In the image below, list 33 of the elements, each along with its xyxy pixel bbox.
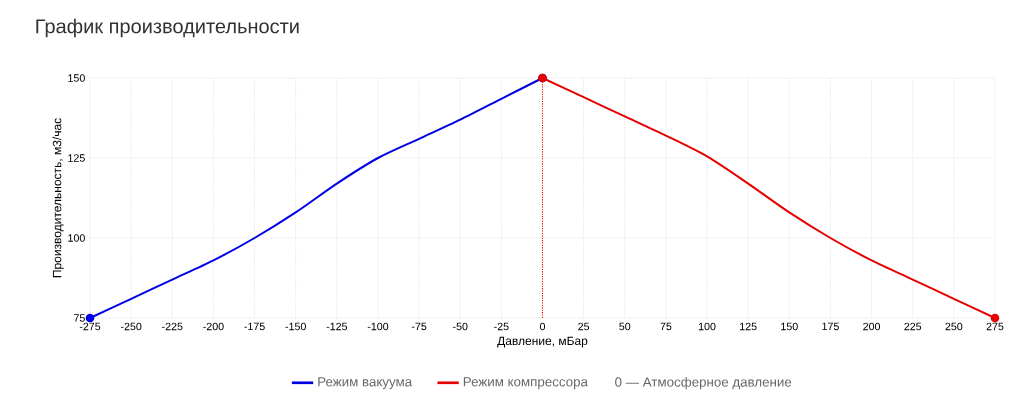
x-tick-label: 100 (698, 322, 716, 331)
text: 0 — Атмосферное давление (615, 376, 792, 390)
x-tick-label: -50 (453, 322, 468, 331)
x-tick-label: -75 (411, 322, 427, 331)
y-tick-label: 75 (73, 314, 85, 322)
x-tick-label: -25 (494, 322, 509, 331)
x-tick-label: 50 (619, 322, 631, 331)
x-tick-label: -275 (79, 322, 101, 331)
x-tick-label: -250 (120, 322, 142, 331)
x-tick-label: 25 (578, 322, 590, 331)
x-tick-label: 175 (822, 322, 839, 331)
y-axis-title: Производительность, м3/час (52, 118, 64, 278)
x-tick-label: 125 (740, 322, 757, 331)
x-tick-label: -225 (162, 322, 183, 331)
x-tick-label: 250 (945, 322, 963, 331)
x-tick-label: 75 (660, 322, 672, 331)
chart-title: График производительности (36, 18, 299, 38)
x-tick-label: -150 (285, 322, 306, 331)
x-tick-label: -200 (203, 322, 224, 331)
x-tick-label: -100 (367, 322, 389, 331)
x-tick-label: 150 (781, 322, 798, 331)
y-tick-label: 100 (68, 234, 85, 242)
x-tick-label: 225 (904, 322, 922, 331)
legend-label: Режим вакуума (318, 377, 413, 390)
x-tick-label: 200 (863, 322, 881, 331)
y-tick-label: 125 (68, 154, 85, 162)
legend-label: Режим компрессора (463, 377, 588, 390)
x-tick-label: 0 (539, 322, 546, 331)
x-axis-title: Давление, мБар (497, 336, 588, 348)
y-tick-label: 150 (68, 74, 85, 82)
x-tick-label: 275 (986, 322, 1004, 331)
x-tick-label: -175 (244, 322, 265, 331)
x-tick-label: -125 (326, 322, 348, 331)
